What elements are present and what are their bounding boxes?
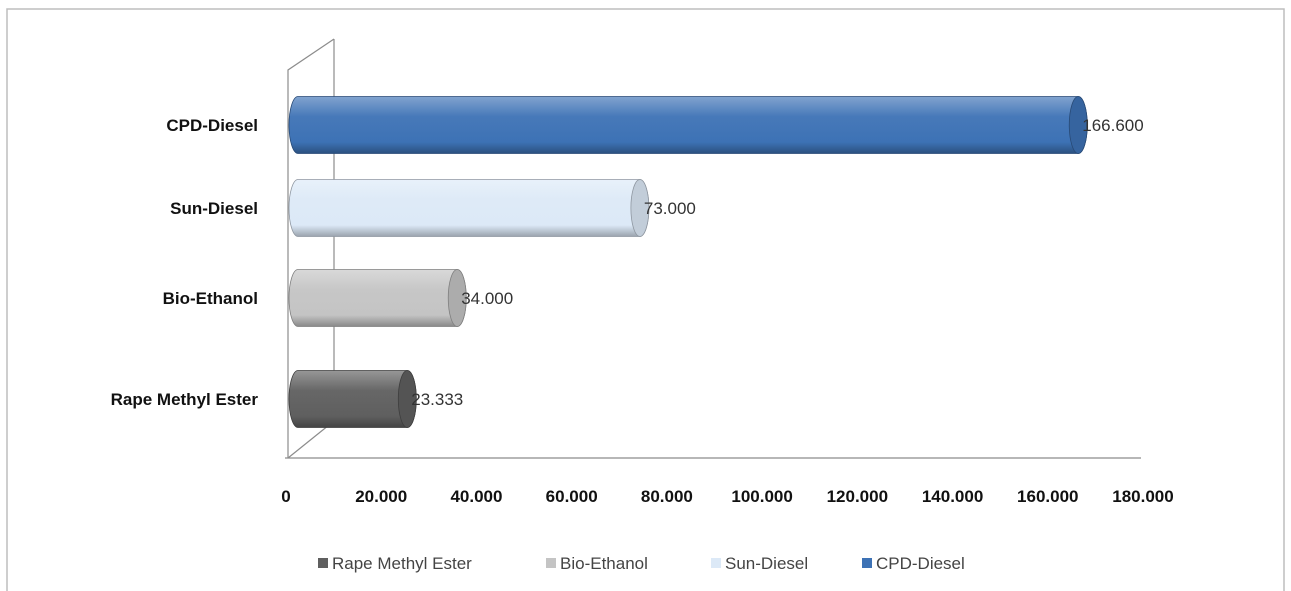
bar-body-bio-ethanol [288,269,467,327]
x-tick-label: 80.000 [641,487,693,506]
legend-label-cpd-diesel: CPD-Diesel [876,554,965,573]
legend-label-bio-ethanol: Bio-Ethanol [560,554,648,573]
bar-cap-sun-diesel [630,179,650,237]
legend-item-cpd-diesel: CPD-Diesel [862,554,965,573]
bar-cap-cpd-diesel [1068,96,1088,154]
legend: Rape Methyl Ester Bio-Ethanol Sun-Diesel CP… [318,554,965,573]
legend-item-sun-diesel: Sun-Diesel [711,554,808,573]
bar-body-cpd-diesel [288,96,1088,154]
x-tick-label: 160.000 [1017,487,1078,506]
data-label-bio-ethanol: 34.000 [461,289,513,308]
bar-rape-methyl-ester [288,370,417,428]
bar-cpd-diesel [288,96,1088,154]
data-label-cpd-diesel: 166.600 [1082,116,1143,135]
data-labels: 23.333 34.000 73.000 166.600 [411,116,1143,409]
legend-swatch-cpd-diesel [862,558,872,568]
legend-item-rape-methyl-ester: Rape Methyl Ester [318,554,472,573]
bar-bio-ethanol [288,269,467,327]
x-axis-tick-labels: 0 20.000 40.000 60.000 80.000 100.000 120.000 1… [281,487,1173,506]
legend-label-rape-methyl-ester: Rape Methyl Ester [332,554,472,573]
x-tick-label: 20.000 [355,487,407,506]
category-label-bio-ethanol: Bio-Ethanol [163,289,258,308]
back-wall-outline [287,38,335,458]
bar-body-sun-diesel [288,179,650,237]
x-tick-label: 100.000 [731,487,792,506]
legend-swatch-bio-ethanol [546,558,556,568]
bar-sun-diesel [288,179,650,237]
bar-body-rape-methyl-ester [288,370,417,428]
category-label-rape-methyl-ester: Rape Methyl Ester [111,390,259,409]
legend-swatch-sun-diesel [711,558,721,568]
category-label-cpd-diesel: CPD-Diesel [166,116,258,135]
bar-cap-rape-methyl-ester [397,370,417,428]
x-tick-label: 140.000 [922,487,983,506]
x-tick-label: 40.000 [450,487,502,506]
legend-swatch-rape-methyl-ester [318,558,328,568]
legend-label-sun-diesel: Sun-Diesel [725,554,808,573]
category-label-sun-diesel: Sun-Diesel [170,199,258,218]
category-labels: Rape Methyl Ester Bio-Ethanol Sun-Diesel CP… [111,116,259,409]
bar-series [288,96,1088,428]
x-tick-label: 120.000 [827,487,888,506]
bar-cap-bio-ethanol [447,269,467,327]
x-tick-label: 180.000 [1112,487,1173,506]
data-label-rape-methyl-ester: 23.333 [411,390,463,409]
x-tick-label: 60.000 [546,487,598,506]
x-tick-label: 0 [281,487,290,506]
legend-item-bio-ethanol: Bio-Ethanol [546,554,648,573]
data-label-sun-diesel: 73.000 [644,199,696,218]
